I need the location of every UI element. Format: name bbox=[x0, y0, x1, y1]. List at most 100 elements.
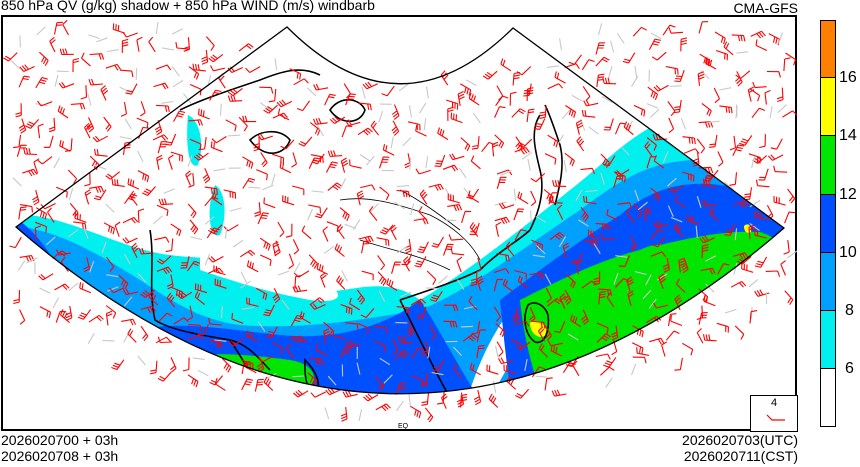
wind-barb bbox=[543, 189, 554, 203]
wind-barb bbox=[403, 256, 411, 272]
wind-barb bbox=[568, 54, 582, 65]
wind-barb bbox=[748, 278, 759, 288]
wind-barb bbox=[214, 278, 227, 289]
wind-barb bbox=[703, 295, 716, 307]
wind-barb bbox=[724, 308, 737, 314]
wind-barb bbox=[544, 153, 557, 165]
wind-barb bbox=[708, 134, 718, 148]
colorbar-segment-6-8 bbox=[820, 311, 836, 369]
wind-barb bbox=[307, 372, 318, 387]
wind-barb bbox=[277, 108, 290, 121]
wind-barb bbox=[213, 168, 226, 172]
wind-barb bbox=[375, 403, 391, 412]
wind-barb bbox=[414, 256, 427, 268]
wind-barb bbox=[399, 291, 412, 298]
wind-barb bbox=[470, 272, 478, 287]
wind-barb bbox=[705, 255, 717, 262]
wind-barb bbox=[129, 190, 138, 206]
wind-barb bbox=[752, 155, 768, 164]
wind-barb bbox=[502, 278, 514, 293]
wind-barb bbox=[661, 341, 667, 357]
wind-barb bbox=[535, 216, 547, 223]
wind-barb bbox=[536, 245, 546, 255]
wind-barb bbox=[106, 274, 119, 278]
wind-barb bbox=[649, 337, 665, 345]
wind-barb bbox=[556, 134, 564, 146]
wind-barb bbox=[419, 102, 427, 114]
wind-barb bbox=[429, 324, 437, 341]
wind-barb bbox=[476, 275, 484, 291]
wind-barb bbox=[137, 272, 147, 283]
wind-barb bbox=[361, 86, 366, 99]
wind-barb bbox=[716, 322, 729, 333]
wind-barb bbox=[529, 272, 545, 279]
wind-barb bbox=[265, 326, 278, 338]
wind-barb bbox=[214, 339, 227, 342]
wind-barb bbox=[309, 122, 321, 136]
wind-barb bbox=[293, 78, 309, 86]
wind-barb bbox=[402, 137, 412, 147]
wind-barb bbox=[259, 102, 271, 111]
wind-barb bbox=[276, 99, 293, 108]
wind-barb bbox=[549, 232, 565, 241]
wind-barb bbox=[167, 154, 174, 170]
wind-barb bbox=[596, 73, 605, 87]
wind-barb bbox=[444, 219, 457, 222]
wind-barb bbox=[408, 394, 411, 407]
wind-barb bbox=[35, 103, 48, 107]
wind-barb bbox=[442, 164, 459, 172]
wind-barb bbox=[111, 178, 125, 187]
wind-barb bbox=[396, 246, 408, 254]
wind-barb bbox=[650, 187, 661, 202]
wind-barb bbox=[495, 221, 502, 237]
wind-barb bbox=[253, 136, 260, 152]
wind-barb bbox=[156, 154, 163, 170]
wind-barb bbox=[631, 342, 644, 355]
wind-barb bbox=[548, 196, 563, 204]
wind-barb bbox=[360, 308, 375, 318]
wind-barb bbox=[201, 50, 209, 65]
wind-barb bbox=[658, 273, 666, 289]
wind-barb bbox=[241, 378, 253, 391]
wind-barb bbox=[153, 82, 169, 90]
wind-barb bbox=[695, 225, 698, 238]
wind-barb bbox=[566, 274, 576, 289]
wind-barb bbox=[717, 263, 730, 275]
wind-barb bbox=[325, 387, 341, 396]
wind-barb bbox=[494, 106, 506, 118]
wind-barb bbox=[460, 83, 472, 96]
wind-barb bbox=[768, 33, 781, 46]
wind-barb bbox=[583, 239, 599, 247]
wind-barb bbox=[15, 103, 22, 118]
wind-barb bbox=[152, 134, 169, 141]
wind-barb bbox=[166, 292, 176, 308]
wind-barb bbox=[358, 235, 374, 243]
wind-barb bbox=[357, 322, 369, 334]
wind-barb bbox=[39, 306, 52, 319]
wind-barb bbox=[411, 347, 424, 359]
wind-barb bbox=[513, 188, 517, 201]
wind-barb bbox=[642, 289, 652, 300]
wind-barb bbox=[701, 244, 709, 259]
wind-barb bbox=[259, 86, 274, 94]
wind-barb bbox=[705, 283, 715, 293]
wind-barb bbox=[420, 341, 428, 357]
wind-barb bbox=[189, 219, 199, 235]
wind-barb bbox=[227, 87, 243, 97]
wind-barb bbox=[600, 233, 616, 241]
wind-barb bbox=[227, 134, 241, 137]
wind-barb bbox=[709, 207, 719, 222]
wind-barb bbox=[285, 223, 293, 238]
wind-barb bbox=[517, 191, 529, 205]
wind-barb bbox=[106, 286, 119, 292]
wind-barb bbox=[73, 221, 87, 230]
wind-barb bbox=[682, 136, 696, 145]
wind-barb bbox=[357, 127, 373, 136]
wind-barb bbox=[759, 134, 766, 149]
wind-barb bbox=[456, 256, 463, 273]
wind-barb bbox=[119, 69, 134, 78]
wind-barb bbox=[552, 180, 567, 187]
wind-barb bbox=[491, 141, 499, 157]
wind-barb bbox=[327, 150, 343, 158]
wind-barb bbox=[153, 215, 163, 225]
